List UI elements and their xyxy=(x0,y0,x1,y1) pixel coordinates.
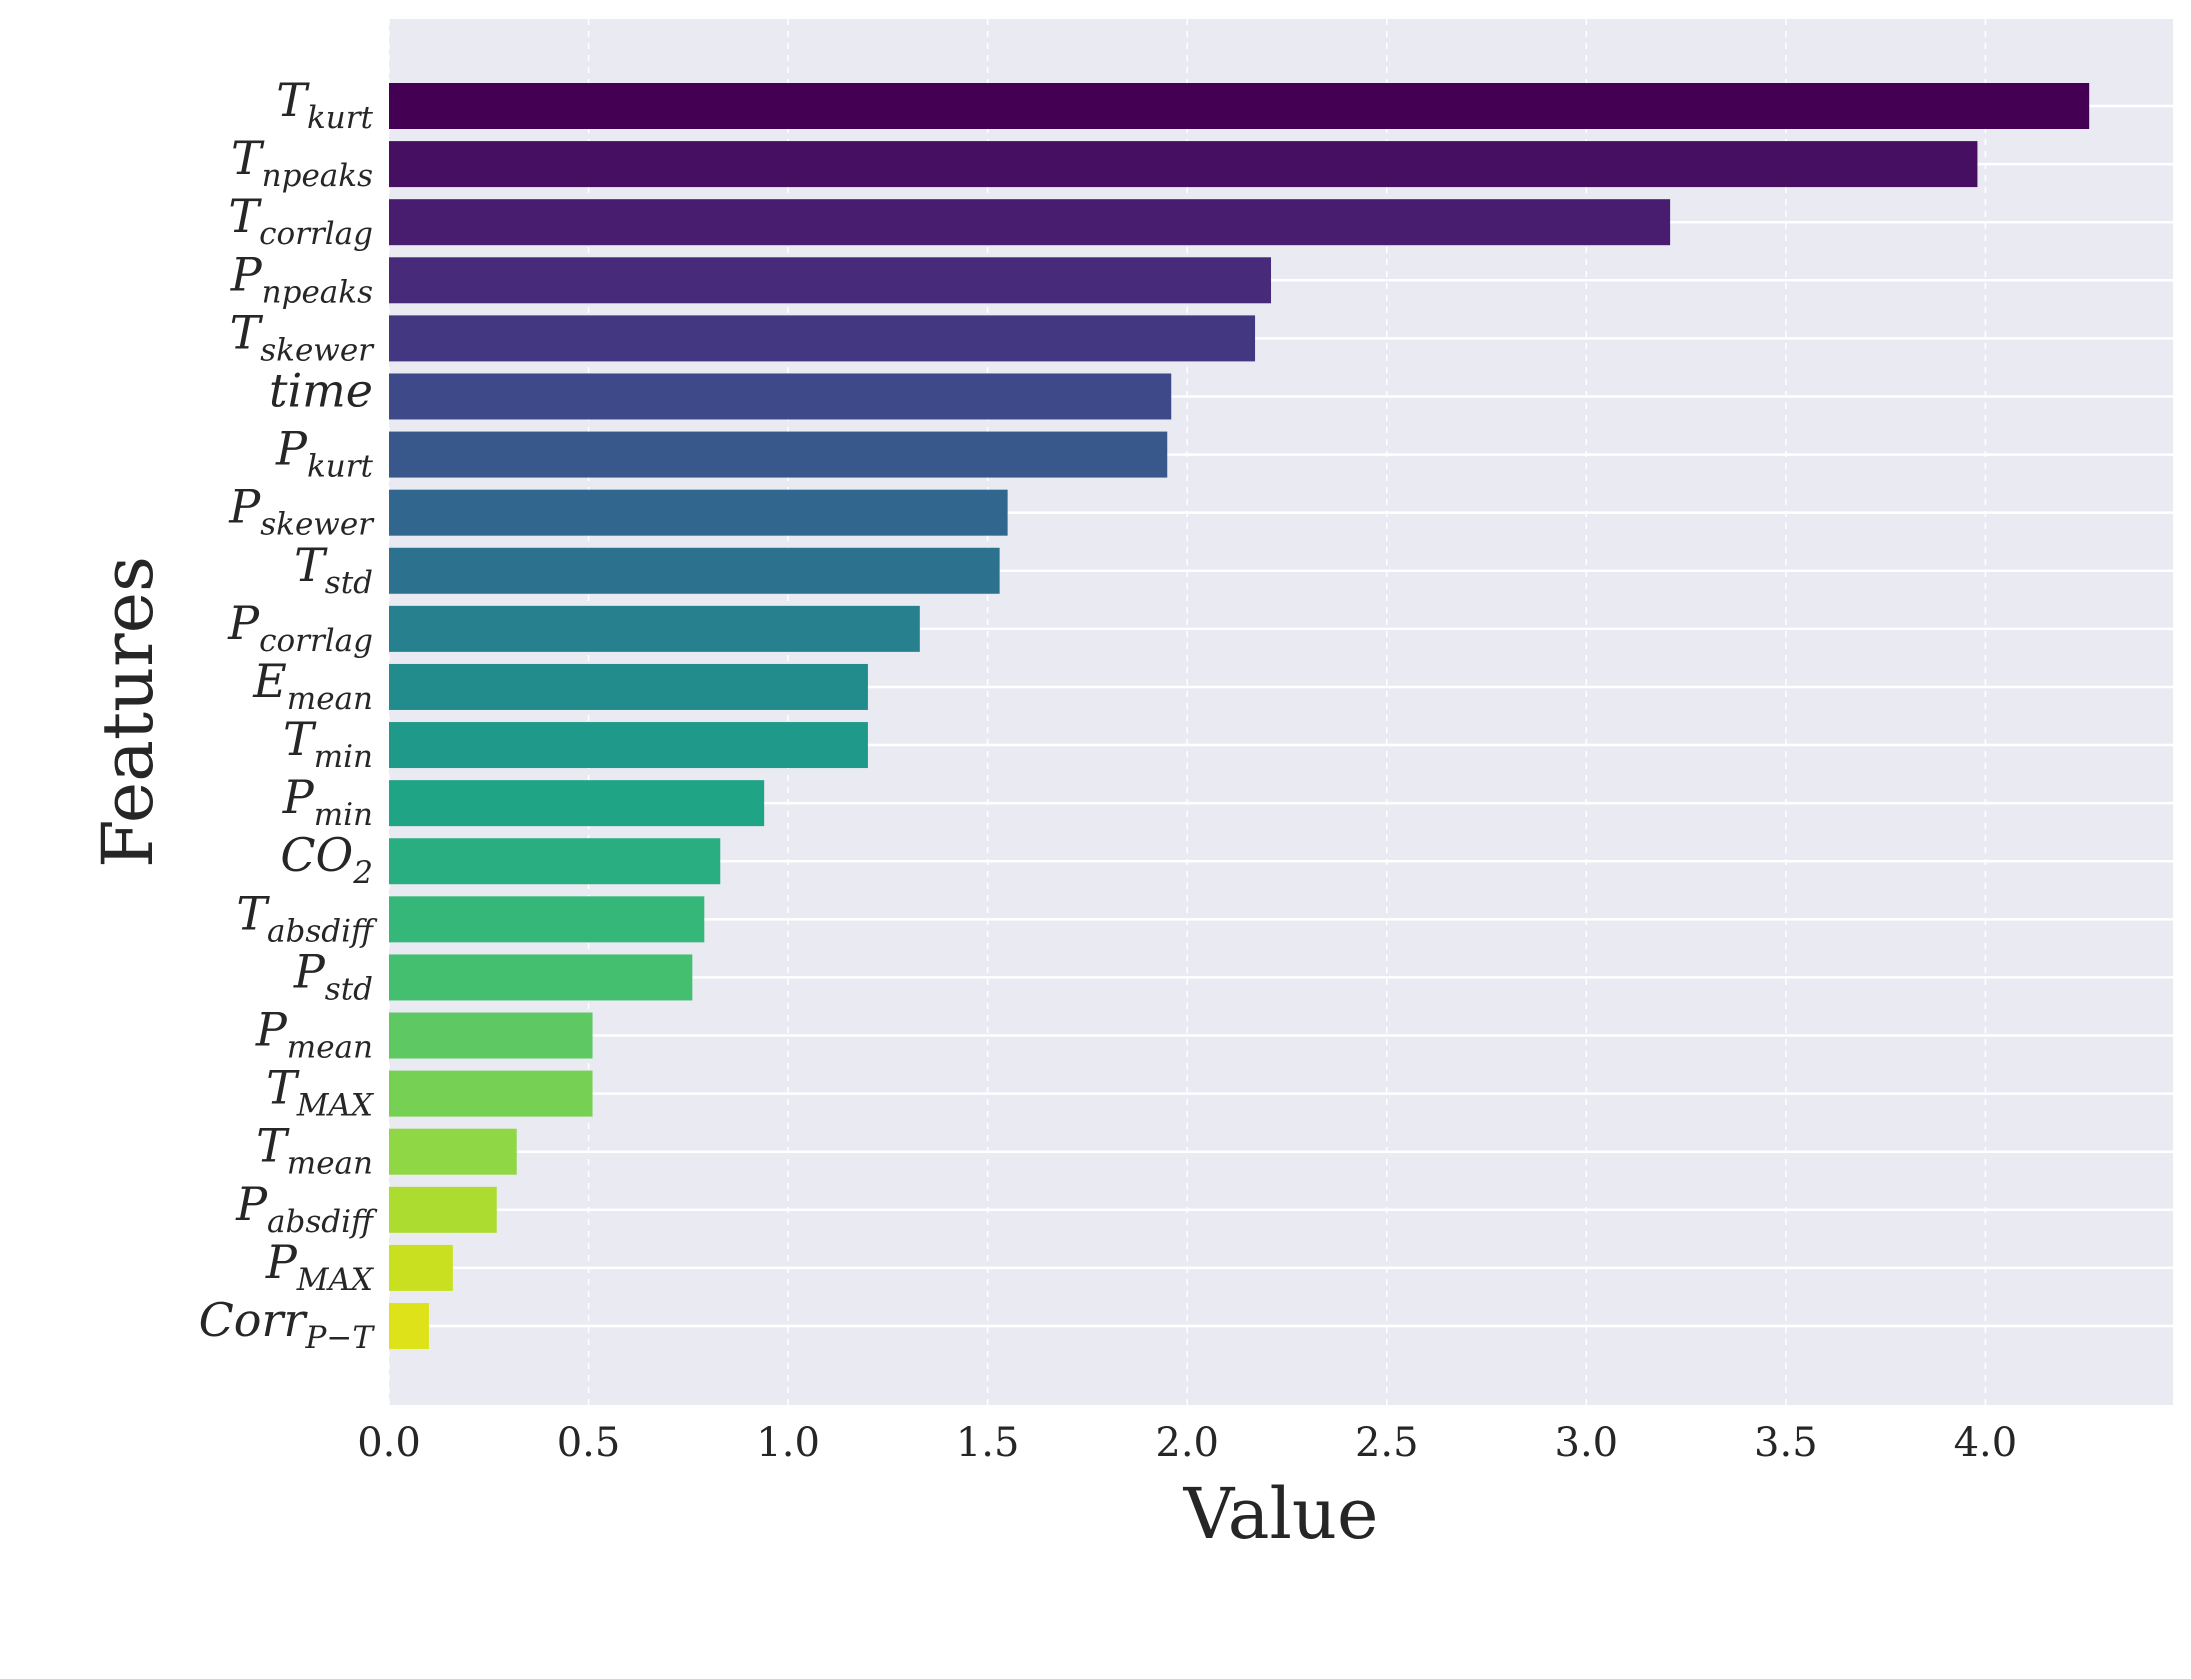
bar xyxy=(389,547,1000,594)
bar xyxy=(389,896,705,943)
bar xyxy=(389,1012,593,1059)
y-tick-label: Pcorrlag xyxy=(227,596,373,659)
y-axis-title: Features xyxy=(87,556,169,868)
bar xyxy=(389,199,1671,246)
y-tick-label: Tkurt xyxy=(276,73,373,136)
y-tick-label: Tmean xyxy=(256,1119,373,1182)
y-tick-label: Tmin xyxy=(283,712,373,775)
x-tick-label: 1.0 xyxy=(756,1420,820,1466)
x-axis-title: Value xyxy=(1183,1473,1379,1555)
y-tick-label: Emean xyxy=(252,654,373,717)
y-tick-label: Tcorrlag xyxy=(228,189,373,252)
x-tick-label: 2.0 xyxy=(1155,1420,1219,1466)
x-tick-labels: 0.0 0.5 1.0 1.5 2.0 2.5 3.0 3.5 4.0 xyxy=(357,1420,2017,1466)
bars xyxy=(389,83,2090,1349)
bar xyxy=(389,722,868,769)
bar xyxy=(389,605,920,652)
y-tick-label: CorrP−T xyxy=(199,1293,376,1356)
bar xyxy=(389,257,1272,304)
bar xyxy=(389,315,1256,362)
bar xyxy=(389,780,765,827)
x-tick-label: 3.0 xyxy=(1555,1420,1619,1466)
plot-area xyxy=(389,19,2173,1405)
bar xyxy=(389,1303,429,1349)
bar xyxy=(389,1070,593,1117)
y-tick-label: Pkurt xyxy=(275,422,374,485)
y-tick-label: Pnpeaks xyxy=(230,247,373,310)
x-tick-label: 2.5 xyxy=(1355,1420,1419,1466)
x-tick-label: 0.0 xyxy=(357,1420,421,1466)
bar xyxy=(389,1186,497,1233)
bar xyxy=(389,1244,453,1291)
bar xyxy=(389,954,693,1001)
bar xyxy=(389,83,2090,129)
y-tick-label: CO2 xyxy=(280,828,373,891)
y-tick-label: Tnpeaks xyxy=(231,131,373,194)
bar xyxy=(389,663,868,710)
x-tick-label: 1.5 xyxy=(956,1420,1020,1466)
y-tick-label: Tabsdiff xyxy=(236,886,378,949)
bar xyxy=(389,373,1172,420)
bar xyxy=(389,141,1978,188)
bar xyxy=(389,431,1168,478)
y-tick-label: Pmin xyxy=(282,770,373,833)
y-tick-label: TMAX xyxy=(266,1061,375,1124)
y-tick-labels: TkurtTnpeaksTcorrlagPnpeaksTskewertimePk… xyxy=(199,73,378,1356)
x-tick-label: 3.5 xyxy=(1754,1420,1818,1466)
y-tick-label: time xyxy=(269,363,373,417)
y-tick-label: Pskewer xyxy=(228,480,375,543)
x-tick-label: 4.0 xyxy=(1954,1420,2018,1466)
bar xyxy=(389,489,1008,536)
y-tick-label: Tskewer xyxy=(230,305,376,368)
y-tick-label: PMAX xyxy=(265,1235,375,1298)
x-tick-label: 0.5 xyxy=(557,1420,621,1466)
y-tick-label: Pmean xyxy=(255,1003,373,1066)
bar xyxy=(389,838,721,885)
bar xyxy=(389,1128,517,1175)
y-tick-label: Pabsdiff xyxy=(235,1177,378,1240)
y-tick-label: Pstd xyxy=(293,944,373,1007)
y-tick-label: Tstd xyxy=(294,538,373,601)
